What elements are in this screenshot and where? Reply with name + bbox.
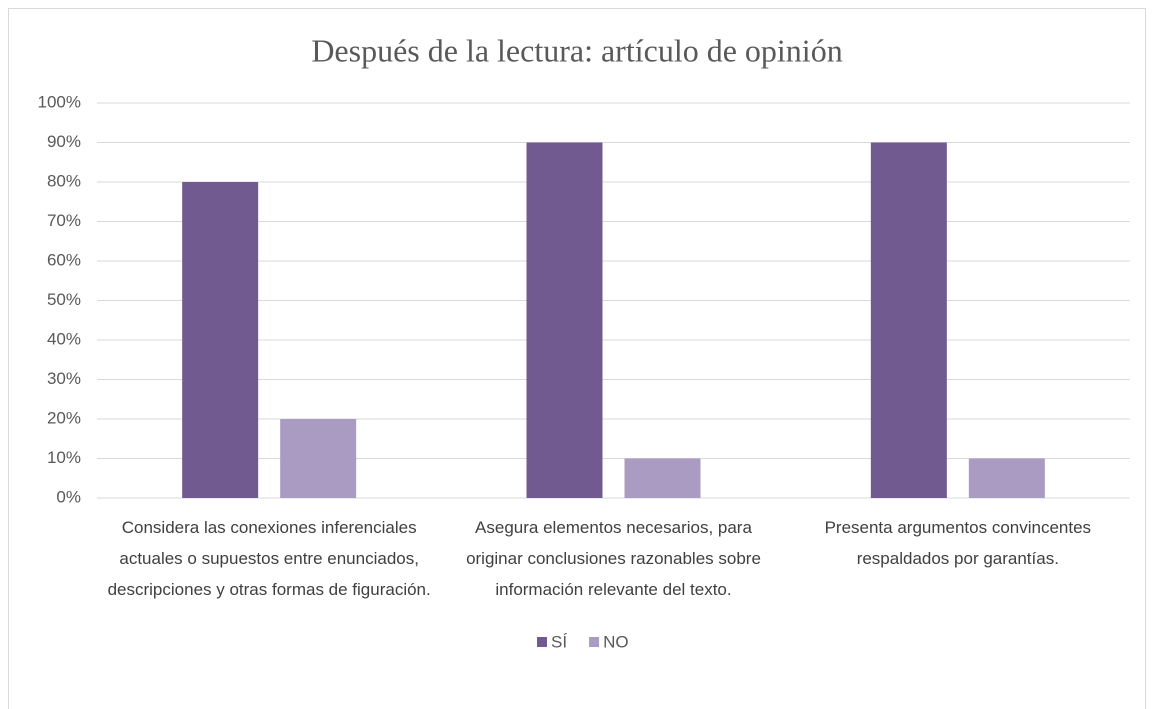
- y-tick-label: 100%: [38, 92, 81, 111]
- y-tick-label: 80%: [47, 171, 81, 190]
- bar: [280, 419, 357, 498]
- legend-label: SÍ: [551, 632, 567, 651]
- legend-label: NO: [603, 632, 629, 651]
- y-tick-label: 50%: [47, 290, 81, 309]
- bar: [870, 142, 947, 498]
- x-tick-label: Asegura elementos necesarios, para origi…: [466, 518, 761, 599]
- y-tick-label: 90%: [47, 132, 81, 151]
- chart-title: Después de la lectura: artículo de opini…: [311, 32, 842, 68]
- bar: [526, 142, 603, 498]
- legend-swatch: [537, 637, 547, 647]
- y-tick-label: 10%: [47, 448, 81, 467]
- chart-border: [8, 8, 1146, 709]
- y-tick-label: 60%: [47, 250, 81, 269]
- legend-swatch: [589, 637, 600, 647]
- y-tick-label: 20%: [47, 408, 81, 427]
- y-tick-label: 40%: [47, 329, 81, 348]
- y-tick-label: 70%: [47, 211, 81, 230]
- y-tick-label: 0%: [56, 487, 81, 506]
- bar: [624, 458, 701, 498]
- y-tick-label: 30%: [47, 369, 81, 388]
- bar: [968, 458, 1045, 498]
- x-tick-label: Presenta argumentos convincentes respald…: [824, 518, 1092, 568]
- bar: [182, 182, 259, 498]
- x-tick-label: Considera las conexiones inferenciales a…: [107, 518, 431, 599]
